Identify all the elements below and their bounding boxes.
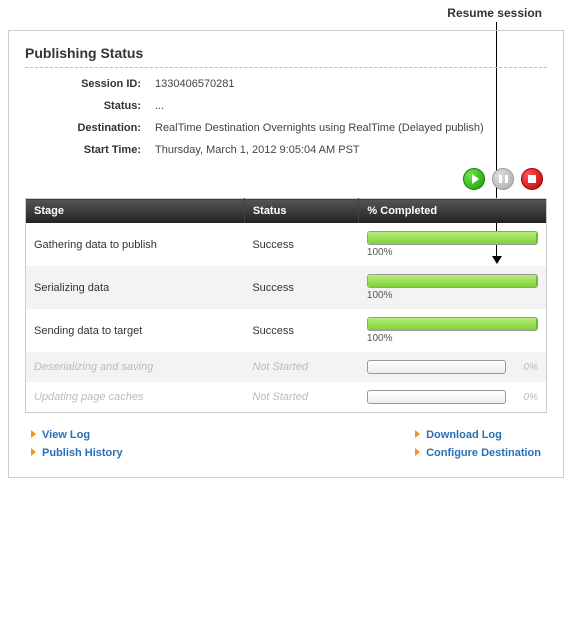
field-session-id: Session ID: 1330406570281 xyxy=(25,78,547,90)
cell-stage: Serializing data xyxy=(26,266,245,309)
progress-bar xyxy=(367,360,506,374)
publishing-status-panel: Publishing Status Session ID: 1330406570… xyxy=(8,30,564,478)
field-label: Destination: xyxy=(25,122,155,134)
field-label: Start Time: xyxy=(25,144,155,156)
progress-percent: 0% xyxy=(512,392,538,403)
playback-controls xyxy=(25,166,547,198)
cell-stage: Updating page caches xyxy=(26,382,245,413)
play-button[interactable] xyxy=(463,168,485,190)
col-stage: Stage xyxy=(26,199,245,224)
progress-percent: 100% xyxy=(367,247,538,258)
footer-links: View Log Publish History Download Log Conf… xyxy=(25,423,547,465)
progress-bar xyxy=(367,274,538,288)
stop-button[interactable] xyxy=(521,168,543,190)
configure-destination-link[interactable]: Configure Destination xyxy=(415,447,541,459)
progress-bar xyxy=(367,317,538,331)
cell-status: Success xyxy=(244,309,359,352)
col-completed: % Completed xyxy=(359,199,547,224)
cell-status: Not Started xyxy=(244,352,359,382)
cell-status: Success xyxy=(244,266,359,309)
cell-stage: Deserializing and saving xyxy=(26,352,245,382)
field-value: 1330406570281 xyxy=(155,78,547,90)
cell-completed: 100% xyxy=(359,266,547,309)
cell-completed: 0% xyxy=(359,382,547,413)
field-value: ... xyxy=(155,100,547,112)
cell-completed: 100% xyxy=(359,309,547,352)
progress-bar xyxy=(367,231,538,245)
field-label: Status: xyxy=(25,100,155,112)
field-destination: Destination: RealTime Destination Overni… xyxy=(25,122,547,134)
view-log-link[interactable]: View Log xyxy=(31,429,123,441)
cell-status: Not Started xyxy=(244,382,359,413)
publish-history-link[interactable]: Publish History xyxy=(31,447,123,459)
annotation-label: Resume session xyxy=(447,6,542,20)
progress-percent: 0% xyxy=(512,362,538,373)
progress-bar xyxy=(367,390,506,404)
download-log-link[interactable]: Download Log xyxy=(415,429,541,441)
field-status: Status: ... xyxy=(25,100,547,112)
progress-fill xyxy=(368,232,537,244)
field-label: Session ID: xyxy=(25,78,155,90)
progress-fill xyxy=(368,318,537,330)
col-status: Status xyxy=(244,199,359,224)
table-row: Deserializing and savingNot Started 0% xyxy=(26,352,547,382)
divider xyxy=(25,67,547,68)
stages-table: Stage Status % Completed Gathering data … xyxy=(25,198,547,413)
cell-stage: Gathering data to publish xyxy=(26,223,245,266)
footer-links-right: Download Log Configure Destination xyxy=(415,423,541,465)
resume-button[interactable] xyxy=(492,168,514,190)
progress-fill xyxy=(368,275,537,287)
cell-completed: 0% xyxy=(359,352,547,382)
table-header-row: Stage Status % Completed xyxy=(26,199,547,224)
field-value: RealTime Destination Overnights using Re… xyxy=(155,122,547,134)
cell-completed: 100% xyxy=(359,223,547,266)
progress-percent: 100% xyxy=(367,333,538,344)
table-row: Updating page cachesNot Started 0% xyxy=(26,382,547,413)
footer-links-left: View Log Publish History xyxy=(31,423,123,465)
progress-percent: 100% xyxy=(367,290,538,301)
cell-stage: Sending data to target xyxy=(26,309,245,352)
field-value: Thursday, March 1, 2012 9:05:04 AM PST xyxy=(155,144,547,156)
table-row: Serializing dataSuccess 100% xyxy=(26,266,547,309)
cell-status: Success xyxy=(244,223,359,266)
panel-title: Publishing Status xyxy=(25,45,547,67)
field-start-time: Start Time: Thursday, March 1, 2012 9:05… xyxy=(25,144,547,156)
table-row: Gathering data to publishSuccess 100% xyxy=(26,223,547,266)
table-row: Sending data to targetSuccess 100% xyxy=(26,309,547,352)
